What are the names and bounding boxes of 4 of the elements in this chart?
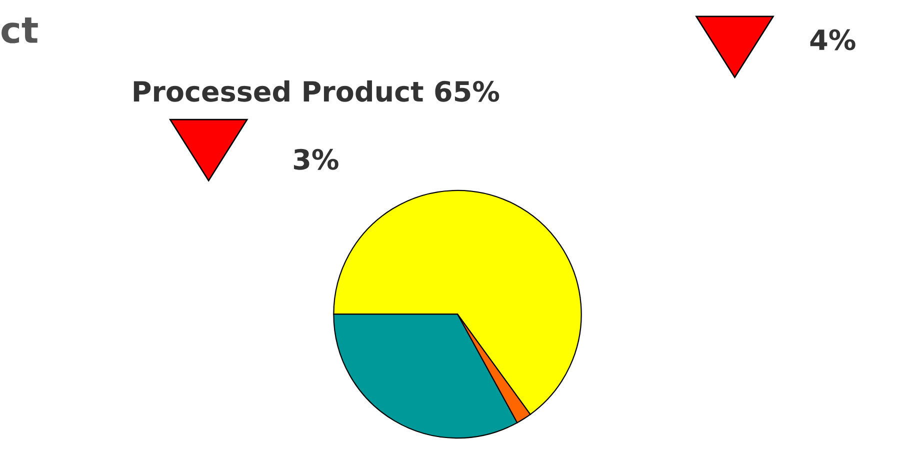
text: 4% [810,29,856,50]
slice-label: Processed Product 65% [134,80,500,102]
text: 3% [294,148,338,170]
chart-title: ct [2,17,38,44]
